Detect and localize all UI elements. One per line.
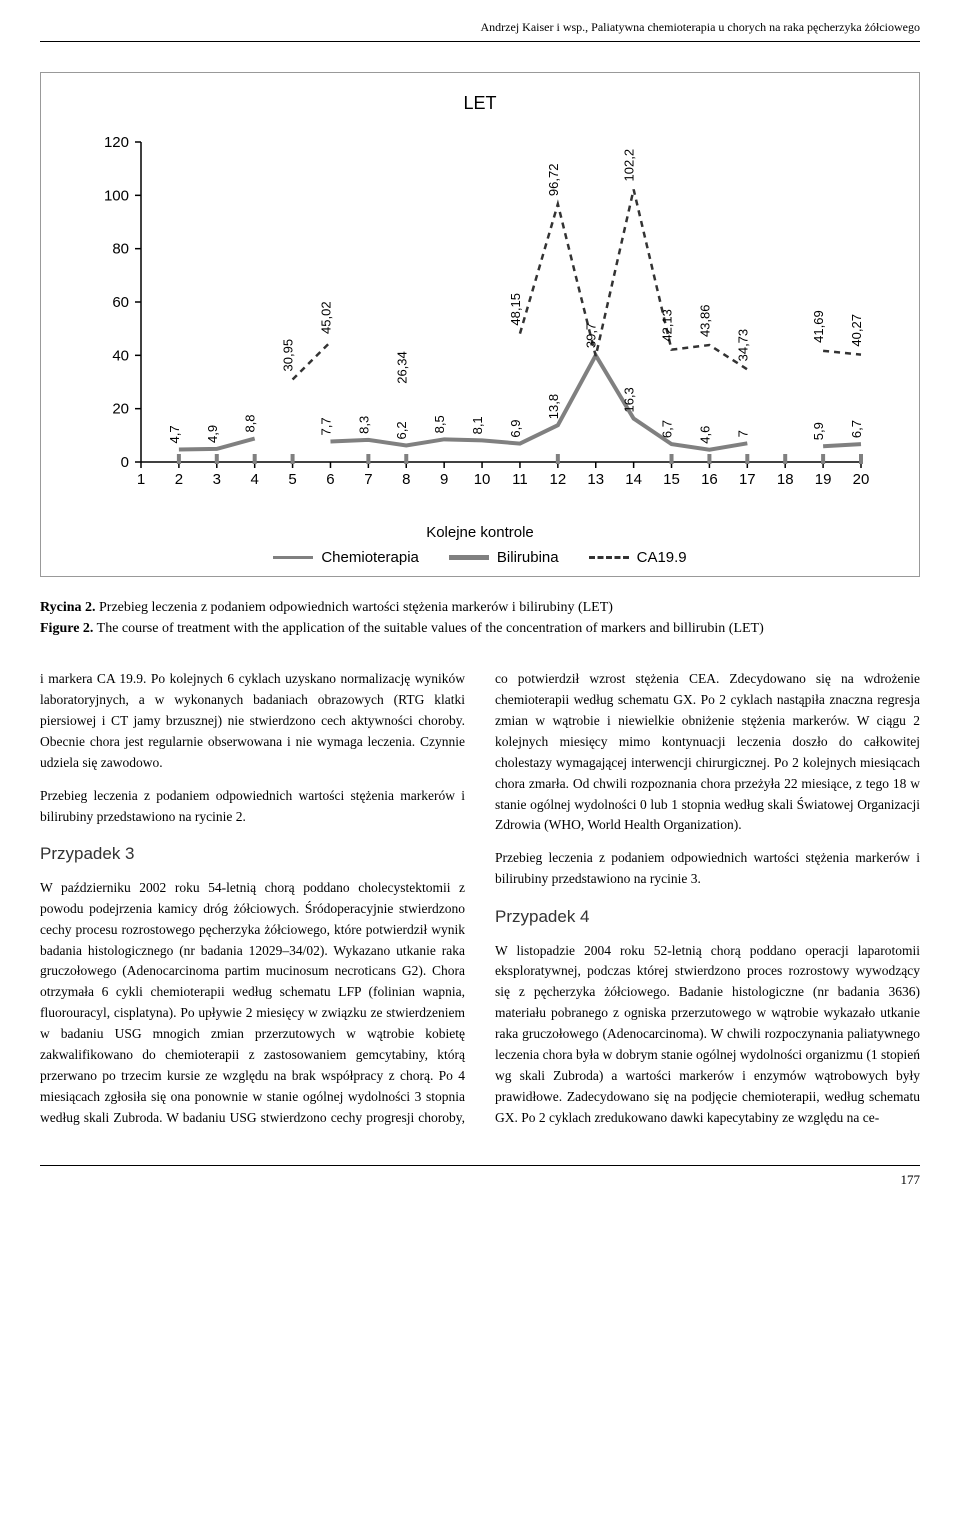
x-axis-label: Kolejne kontrole — [71, 524, 889, 541]
svg-text:8,5: 8,5 — [432, 415, 447, 433]
svg-text:13: 13 — [587, 471, 604, 488]
svg-text:17: 17 — [739, 471, 756, 488]
case-heading: Przypadek 4 — [495, 904, 920, 930]
svg-text:16: 16 — [701, 471, 718, 488]
svg-text:18: 18 — [777, 471, 794, 488]
body-text: i markera CA 19.9. Po kolejnych 6 cyklac… — [40, 669, 920, 1135]
svg-text:6,2: 6,2 — [394, 421, 409, 439]
legend-item-chemo: Chemioterapia — [273, 549, 419, 566]
figure-2-chart: LET 020406080100120123456789101112131415… — [40, 72, 920, 577]
chart-svg: 0204060801001201234567891011121314151617… — [71, 122, 891, 522]
svg-text:11: 11 — [512, 471, 528, 488]
svg-text:96,72: 96,72 — [546, 164, 561, 197]
legend-label: CA19.9 — [637, 549, 687, 566]
legend-item-bili: Bilirubina — [449, 549, 559, 566]
svg-text:10: 10 — [474, 471, 491, 488]
svg-text:3: 3 — [213, 471, 221, 488]
svg-text:40,27: 40,27 — [849, 314, 864, 347]
svg-text:12: 12 — [549, 471, 566, 488]
svg-text:4,9: 4,9 — [205, 425, 220, 443]
svg-text:6,7: 6,7 — [849, 420, 864, 438]
svg-text:41,69: 41,69 — [811, 310, 826, 343]
svg-text:80: 80 — [112, 241, 129, 258]
caption-pl-label: Rycina 2. — [40, 600, 96, 615]
paragraph: Przebieg leczenia z podaniem odpowiednic… — [40, 786, 465, 828]
paragraph: i markera CA 19.9. Po kolejnych 6 cyklac… — [40, 669, 465, 774]
legend-label: Chemioterapia — [321, 549, 419, 566]
svg-text:43,86: 43,86 — [697, 304, 712, 337]
paragraph: Przebieg leczenia z podaniem odpowiednic… — [495, 848, 920, 890]
svg-text:15: 15 — [663, 471, 680, 488]
svg-text:20: 20 — [853, 471, 870, 488]
svg-text:4,7: 4,7 — [167, 425, 182, 443]
svg-text:16,3: 16,3 — [622, 387, 637, 412]
svg-text:5: 5 — [288, 471, 296, 488]
svg-text:102,2: 102,2 — [622, 149, 637, 182]
svg-text:7: 7 — [735, 430, 750, 437]
paragraph: W listopadzie 2004 roku 52-letnią chorą … — [495, 941, 920, 1129]
svg-text:4,6: 4,6 — [697, 426, 712, 444]
caption-en-text: The course of treatment with the applica… — [97, 621, 764, 636]
svg-text:40: 40 — [112, 347, 129, 364]
page-number: 177 — [40, 1165, 920, 1188]
svg-text:0: 0 — [121, 454, 129, 471]
svg-text:30,95: 30,95 — [281, 339, 296, 372]
chart-title: LET — [71, 93, 889, 114]
svg-text:7,7: 7,7 — [318, 417, 333, 435]
case-heading: Przypadek 3 — [40, 841, 465, 867]
svg-text:39,7: 39,7 — [584, 323, 599, 348]
svg-text:9: 9 — [440, 471, 448, 488]
svg-text:42,13: 42,13 — [660, 309, 675, 342]
svg-text:34,73: 34,73 — [735, 329, 750, 362]
svg-text:26,34: 26,34 — [394, 351, 409, 384]
svg-text:4: 4 — [251, 471, 259, 488]
svg-text:45,02: 45,02 — [318, 301, 333, 334]
figure-caption: Rycina 2. Przebieg leczenia z podaniem o… — [40, 597, 920, 639]
svg-text:8,1: 8,1 — [470, 416, 485, 434]
svg-text:100: 100 — [104, 187, 129, 204]
svg-text:20: 20 — [112, 401, 129, 418]
svg-text:8,3: 8,3 — [356, 416, 371, 434]
caption-pl-text: Przebieg leczenia z podaniem odpowiednic… — [99, 600, 613, 615]
legend-label: Bilirubina — [497, 549, 559, 566]
running-header: Andrzej Kaiser i wsp., Paliatywna chemio… — [40, 20, 920, 42]
svg-text:7: 7 — [364, 471, 372, 488]
svg-text:8: 8 — [402, 471, 410, 488]
svg-text:6,7: 6,7 — [660, 420, 675, 438]
svg-text:5,9: 5,9 — [811, 422, 826, 440]
svg-text:8,8: 8,8 — [243, 414, 258, 432]
svg-text:6: 6 — [326, 471, 334, 488]
caption-en-label: Figure 2. — [40, 621, 93, 636]
chart-legend: Chemioterapia Bilirubina CA19.9 — [71, 549, 889, 566]
svg-text:120: 120 — [104, 134, 129, 151]
svg-text:1: 1 — [137, 471, 145, 488]
svg-text:13,8: 13,8 — [546, 394, 561, 419]
legend-item-ca: CA19.9 — [589, 549, 687, 566]
svg-text:14: 14 — [625, 471, 642, 488]
svg-text:60: 60 — [112, 294, 129, 311]
svg-text:2: 2 — [175, 471, 183, 488]
svg-text:48,15: 48,15 — [508, 293, 523, 326]
svg-text:19: 19 — [815, 471, 832, 488]
svg-text:6,9: 6,9 — [508, 420, 523, 438]
